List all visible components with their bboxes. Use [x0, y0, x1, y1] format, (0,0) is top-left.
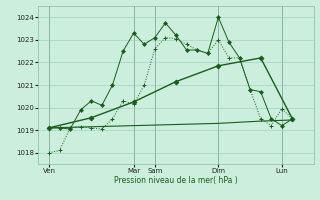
- X-axis label: Pression niveau de la mer( hPa ): Pression niveau de la mer( hPa ): [114, 176, 238, 185]
